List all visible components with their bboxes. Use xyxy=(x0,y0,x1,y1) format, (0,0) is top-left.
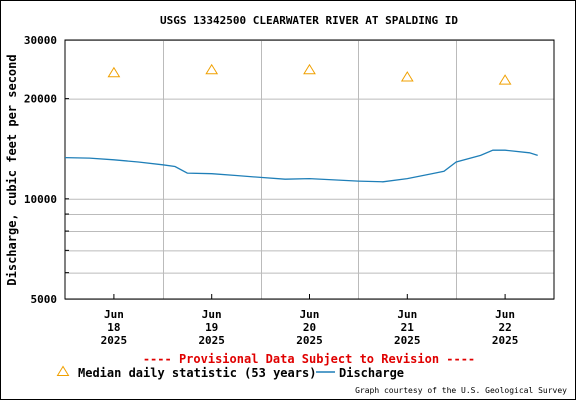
median-point-triangle-icon xyxy=(303,63,316,75)
median-point-triangle-icon xyxy=(498,74,512,85)
x-tick-year: 2025 xyxy=(101,334,128,347)
x-tick-year: 2025 xyxy=(198,334,225,347)
x-axis-ticks: Jun182025Jun192025Jun202025Jun212025Jun2… xyxy=(65,39,519,347)
series-layer xyxy=(64,63,538,183)
y-axis-label: Discharge, cubic feet per second xyxy=(5,54,19,285)
x-tick-day: 20 xyxy=(303,321,316,334)
x-tick-month: Jun xyxy=(300,308,320,321)
legend: Median daily statistic (53 years) Discha… xyxy=(56,365,404,380)
legend-discharge-label: Discharge xyxy=(339,366,404,380)
legend-median-label: Median daily statistic (53 years) xyxy=(78,366,316,380)
y-tick-label: 30000 xyxy=(24,34,57,47)
y-tick-label: 10000 xyxy=(24,193,57,206)
grid-lines xyxy=(65,40,554,300)
median-point-triangle-icon xyxy=(400,71,414,82)
median-point-triangle-icon xyxy=(107,66,121,78)
x-tick-month: Jun xyxy=(202,308,222,321)
chart-title: USGS 13342500 CLEARWATER RIVER AT SPALDI… xyxy=(160,14,458,27)
x-tick-day: 21 xyxy=(401,321,415,334)
x-tick-day: 19 xyxy=(205,321,218,334)
x-tick-year: 2025 xyxy=(394,334,421,347)
legend-median-triangle-icon xyxy=(56,365,70,376)
x-tick-year: 2025 xyxy=(296,334,323,347)
y-tick-label: 5000 xyxy=(31,293,58,306)
provisional-notice: ---- Provisional Data Subject to Revisio… xyxy=(143,352,475,366)
discharge-line xyxy=(64,149,538,183)
y-axis-ticks: 5000 10000 20000 30000 xyxy=(24,34,57,306)
plot-area-border xyxy=(64,39,555,300)
y-tick-label: 20000 xyxy=(24,93,57,106)
x-tick-day: 22 xyxy=(498,321,511,334)
x-tick-day: 18 xyxy=(107,321,120,334)
x-tick-month: Jun xyxy=(104,308,124,321)
credit-text: Graph courtesy of the U.S. Geological Su… xyxy=(355,386,567,395)
x-tick-month: Jun xyxy=(495,308,515,321)
x-tick-year: 2025 xyxy=(492,334,519,347)
median-point-triangle-icon xyxy=(205,63,219,75)
x-tick-month: Jun xyxy=(397,308,417,321)
